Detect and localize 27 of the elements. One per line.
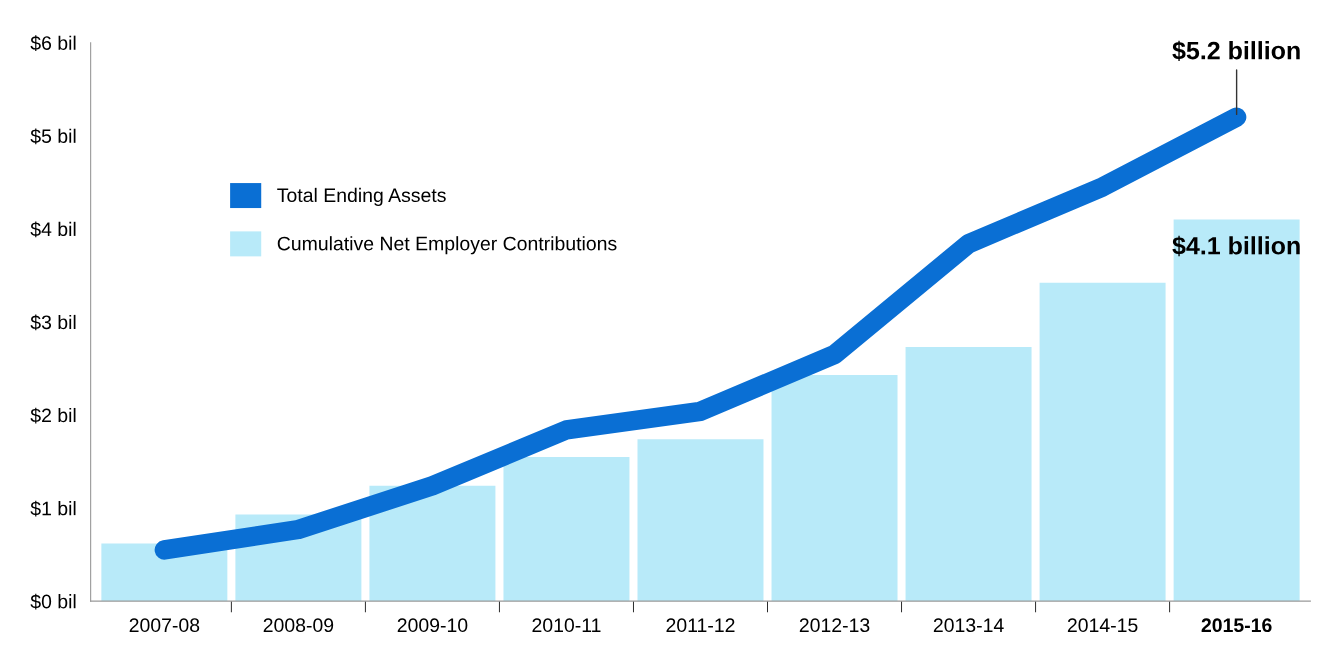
annotation: $4.1 billion [1172,235,1300,257]
y-tick-label: $4 bil [30,221,76,238]
x-tick-label: 2014-15 [1067,618,1138,633]
y-tick-label: $1 bil [30,500,76,517]
bar [637,439,764,602]
y-tick-label: $6 bil [30,35,76,52]
y-tick-label: $5 bil [30,128,76,145]
y-tick-label: $3 bil [30,314,76,331]
legend-label: Cumulative Net Employer Contributions [277,236,617,255]
bar [1039,282,1166,602]
bar [1173,219,1300,602]
x-tick-label: 2012-13 [799,618,870,633]
x-tick-label: 2011-12 [666,618,735,633]
bar [503,456,630,602]
y-tick-label: $0 bil [30,593,76,610]
x-tick-label: 2009-10 [397,618,468,633]
x-tick-label: 2008-09 [263,618,334,633]
bar [771,374,898,602]
x-tick-label: 2013-14 [933,618,1004,633]
legend-label: Total Ending Assets [277,187,446,206]
bar [905,347,1032,602]
x-tick-label: 2015-16 [1201,618,1272,633]
x-tick-label: 2010-11 [532,618,601,633]
y-tick-label: $2 bil [30,407,76,424]
x-tick-label: 2007-08 [129,618,200,633]
annotation: $5.2 billion [1172,40,1300,62]
bar [369,485,496,602]
